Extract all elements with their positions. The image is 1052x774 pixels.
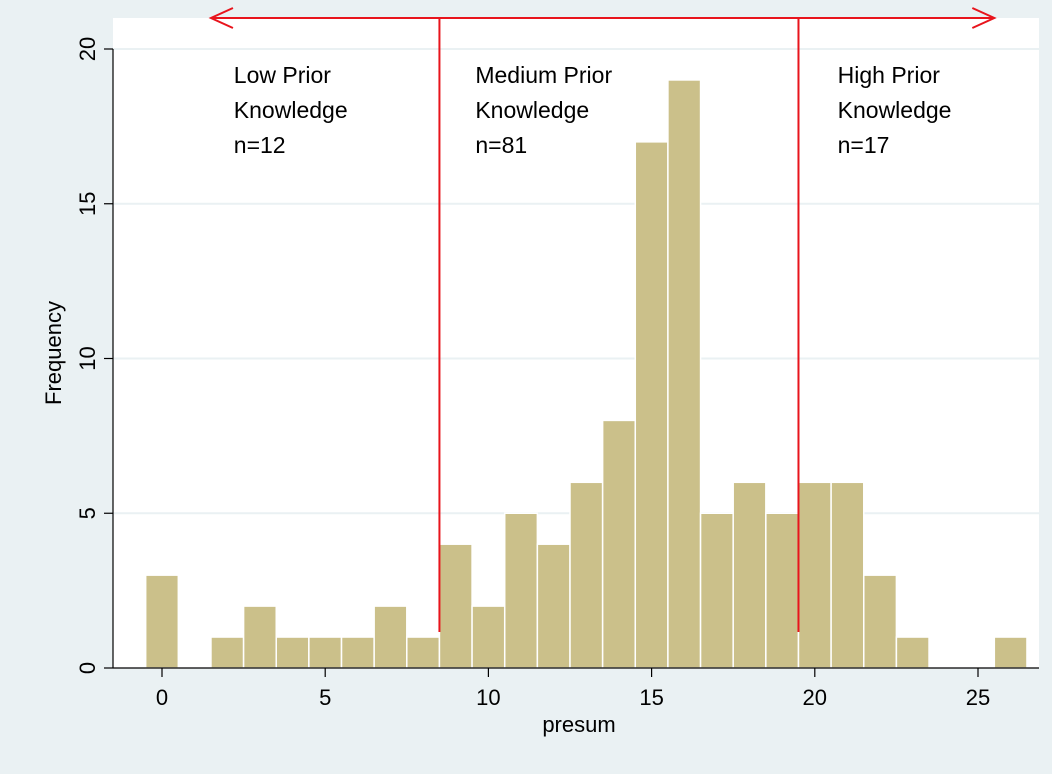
group-annotation-text: n=12	[234, 132, 286, 158]
y-axis-label: Frequency	[41, 301, 66, 405]
y-tick-label: 5	[75, 507, 100, 519]
x-tick-label: 0	[156, 685, 168, 710]
x-tick-label: 5	[319, 685, 331, 710]
histogram-bar	[732, 481, 767, 669]
x-axis-label: presum	[542, 712, 615, 737]
histogram-bar	[601, 419, 637, 669]
histogram-bar	[503, 512, 539, 669]
histogram-bar	[242, 605, 277, 669]
group-annotation-text: Knowledge	[234, 97, 348, 123]
axes: 0 5 10 15 20 25 0 5 10 15 20	[75, 37, 1039, 710]
histogram-bar	[830, 481, 865, 669]
histogram-bar	[471, 605, 506, 669]
histogram-bar	[308, 636, 343, 669]
arrow-head-left	[208, 7, 234, 29]
histogram-bar	[699, 512, 734, 669]
x-tick-label: 15	[639, 685, 663, 710]
histogram-bar	[536, 543, 571, 669]
histogram-bar	[895, 636, 930, 669]
x-tick-label: 25	[966, 685, 990, 710]
y-tick-label: 15	[75, 192, 100, 216]
y-tick-label: 20	[75, 37, 100, 61]
group-annotation-text: n=81	[475, 132, 527, 158]
histogram-bar	[797, 481, 832, 669]
histogram-bars	[144, 79, 1028, 669]
histogram-bar	[667, 79, 702, 669]
histogram-bar	[406, 636, 441, 669]
histogram-bar	[275, 636, 310, 669]
annotations: Low Prior Knowledge n=12 Medium Prior Knowle…	[208, 7, 997, 632]
y-tick-label: 0	[75, 662, 100, 674]
histogram-bar	[765, 512, 800, 669]
group-annotation-text: Knowledge	[838, 97, 952, 123]
histogram-bar	[210, 636, 245, 669]
group-annotation-text: Knowledge	[475, 97, 589, 123]
histogram-bar	[373, 605, 408, 669]
histogram-bar	[438, 543, 473, 669]
histogram-bar	[569, 481, 604, 669]
group-annotation-text: Low Prior	[234, 62, 331, 88]
x-tick-label: 10	[476, 685, 500, 710]
histogram-bar	[863, 574, 898, 669]
histogram-bar	[144, 574, 180, 669]
y-tick-label: 10	[75, 346, 100, 370]
histogram-bar	[340, 636, 375, 669]
arrow-head-right	[971, 7, 997, 29]
histogram-bar	[634, 141, 669, 669]
grid-lines	[113, 48, 1039, 515]
group-annotation-text: Medium Prior	[475, 62, 612, 88]
group-annotation-text: n=17	[838, 132, 890, 158]
histogram-bar	[993, 636, 1028, 669]
group-annotation-text: High Prior	[838, 62, 941, 88]
x-tick-label: 20	[803, 685, 827, 710]
